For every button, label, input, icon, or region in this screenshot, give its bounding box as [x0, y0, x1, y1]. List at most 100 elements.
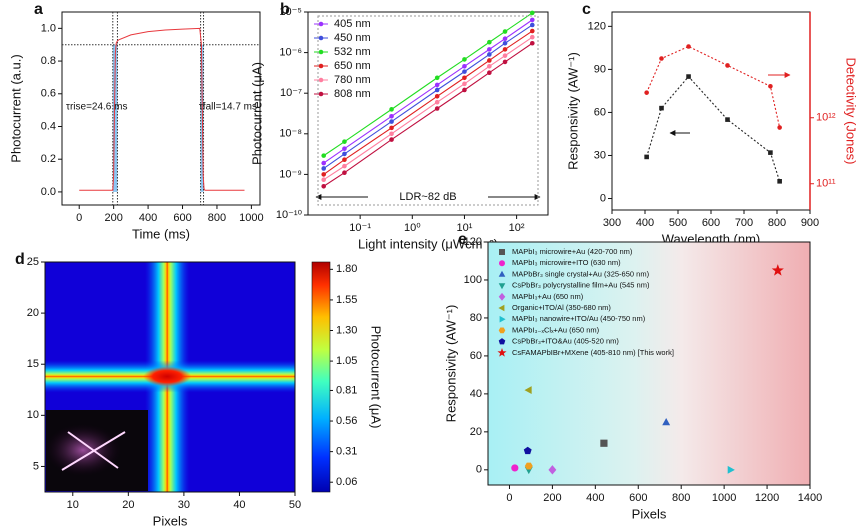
legend-marker: [499, 315, 506, 323]
data-point: [321, 177, 326, 183]
legend-marker: [498, 270, 506, 277]
data-point: [342, 139, 347, 144]
data-point: [321, 166, 326, 171]
data-point: [342, 157, 347, 163]
x-tick-label: 800: [768, 217, 786, 229]
annotation: LDR~82 dB: [399, 191, 456, 203]
panel-letter: e: [458, 231, 467, 248]
legend-label: MAPbI₃+Au (650 nm): [512, 292, 584, 301]
data-point: [511, 464, 519, 472]
data-point: [321, 153, 326, 158]
y-tick-label: 20: [470, 426, 482, 438]
data-point: [548, 465, 557, 475]
legend-label: MAPbI₃ microwire+Au (420-700 nm): [512, 247, 633, 256]
colorbar-tick-label: 1.55: [336, 294, 357, 306]
legend-label: 532 nm: [334, 46, 371, 58]
data-point: [389, 131, 394, 137]
x-tick-label: 0: [76, 212, 82, 224]
data-point: [662, 418, 671, 426]
legend-label: 650 nm: [334, 60, 371, 72]
y-tick-label: 15: [27, 358, 39, 370]
x-tick-label: 200: [104, 212, 122, 224]
data-point: [768, 83, 773, 89]
data-point: [487, 70, 492, 75]
data-point: [389, 137, 394, 142]
series-line: [323, 36, 533, 181]
x-tick-label: 800: [208, 212, 226, 224]
data-point: [434, 99, 440, 105]
x-tick-label: 50: [289, 499, 301, 511]
legend-marker: [318, 35, 324, 41]
data-point: [502, 47, 508, 52]
series-line: [323, 30, 533, 175]
data-point: [530, 28, 535, 34]
y-tick-label: 10⁻⁵: [279, 6, 302, 18]
legend-marker: [318, 91, 324, 97]
data-point: [434, 93, 440, 99]
x-tick-label: 400: [139, 212, 157, 224]
x-tick-label: 10²: [509, 222, 525, 234]
y-tick-label: 80: [470, 312, 482, 324]
legend-marker: [498, 327, 506, 334]
y-tick-label: 40: [470, 388, 482, 400]
series-line: [323, 12, 533, 157]
data-point: [434, 75, 440, 81]
data-point: [725, 63, 730, 68]
series-line: [646, 75, 781, 182]
legend-marker: [498, 338, 506, 345]
data-point: [502, 29, 508, 34]
colorbar-tick-label: 0.31: [336, 446, 357, 458]
y-tick-label: 60: [470, 350, 482, 362]
shade: [112, 44, 118, 192]
data-point: [487, 52, 492, 57]
legend-label: 780 nm: [334, 74, 371, 86]
data-point: [771, 264, 784, 276]
legend-marker: [318, 63, 324, 69]
data-point: [502, 53, 508, 58]
legend-label: MAPbBr₃ single crystal+Au (325-650 nm): [512, 269, 650, 278]
x-tick-label: 400: [586, 492, 604, 504]
x-tick-label: 30: [178, 499, 190, 511]
y-tick-label: 20: [27, 307, 39, 319]
plot-bg: [488, 242, 810, 485]
colorbar-tick-label: 1.05: [336, 355, 357, 367]
x-tick-label: 1200: [755, 492, 779, 504]
x-tick-label: 200: [543, 492, 561, 504]
x-tick-label: 500: [669, 217, 687, 229]
plot-frame: [487, 241, 811, 486]
y-axis-label: Responsivity (AW⁻¹): [565, 52, 580, 170]
legend-marker: [499, 260, 505, 267]
series-line: [79, 27, 245, 191]
legend-label: MAPbI₃₋ₓClₓ+Au (650 nm): [512, 325, 600, 334]
heatmap-peak: [143, 366, 192, 387]
y-tick-label: 10⁻⁹: [279, 168, 302, 180]
data-point: [462, 81, 467, 87]
data-point: [434, 106, 440, 111]
plot-frame: [307, 11, 549, 216]
legend-marker: [498, 292, 506, 301]
y-tick-label: 0.8: [41, 55, 56, 67]
data-point: [342, 163, 347, 169]
data-point: [462, 75, 467, 81]
plot-frame: [61, 11, 261, 206]
y2-tick-label: 10¹²: [816, 112, 836, 124]
y-axis-label: Photocurrent (μA): [249, 62, 264, 165]
data-point: [530, 17, 535, 23]
y-tick-label: 120: [588, 20, 606, 32]
data-point: [462, 87, 467, 93]
data-point: [342, 146, 347, 151]
x-tick-label: 10⁰: [404, 222, 421, 234]
data-point: [530, 40, 535, 46]
data-point: [389, 107, 394, 112]
data-point: [530, 22, 535, 28]
x-tick-label: 10⁻¹: [349, 222, 371, 234]
data-point: [502, 40, 508, 46]
y-tick-label: 10: [27, 409, 39, 421]
series-line: [646, 45, 781, 128]
data-point: [530, 10, 535, 16]
x-tick-label: 1400: [798, 492, 822, 504]
data-point: [487, 58, 492, 63]
legend-marker: [497, 348, 507, 357]
legend-label: Organic+ITO/Al (350-680 nm): [512, 303, 611, 312]
